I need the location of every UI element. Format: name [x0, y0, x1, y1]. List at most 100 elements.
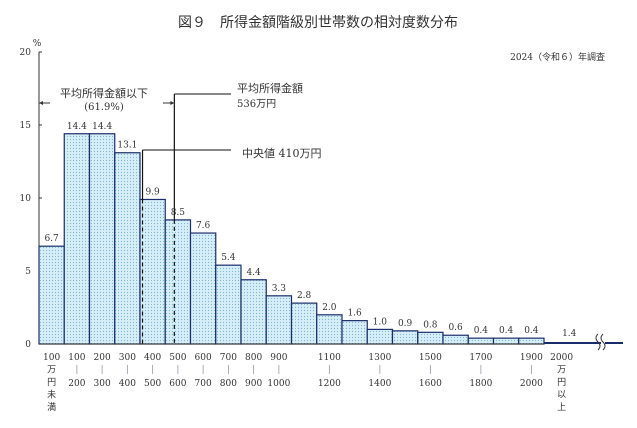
x-tick-label: 500	[169, 353, 186, 363]
x-tick-label: 1200	[318, 379, 341, 389]
x-tick-label: 1000	[267, 379, 290, 389]
x-tick-label: 万	[557, 366, 566, 376]
value-label: 0.4	[474, 326, 489, 336]
bar	[341, 320, 368, 345]
bar	[366, 328, 394, 345]
mean-label: 平均所得金額	[237, 81, 303, 95]
bar	[38, 245, 65, 345]
x-tick-label: 200	[68, 379, 85, 389]
value-label: 9.9	[145, 187, 160, 197]
arrow-left-icon	[39, 101, 43, 105]
value-label: 1.0	[373, 317, 388, 327]
bar-2000-plus-right	[605, 342, 623, 344]
chart-title: 図９ 所得金額階級別世帯数の相対度数分布	[178, 14, 458, 31]
bar	[139, 198, 166, 345]
x-tick-label: 2000	[520, 379, 543, 389]
y-tick-label: 15	[20, 121, 32, 131]
value-label: 0.6	[448, 323, 463, 333]
value-label: 1.4	[562, 329, 577, 339]
y-tick-label: 0	[25, 340, 31, 350]
x-tick-label: 600	[169, 379, 186, 389]
value-label: 0.4	[499, 326, 514, 336]
value-label: 7.6	[196, 221, 211, 231]
bar	[417, 331, 444, 345]
value-label: 14.4	[67, 122, 87, 132]
bar	[265, 295, 293, 345]
x-tick-label: 100	[43, 353, 60, 363]
below-mean-label: 平均所得金額以下	[60, 86, 148, 100]
bar	[391, 330, 419, 345]
x-tick-label: 300	[94, 379, 111, 389]
value-label: 8.5	[171, 208, 186, 218]
bar	[63, 133, 91, 345]
bar	[240, 279, 267, 345]
bar	[518, 337, 545, 345]
x-tick-label: 1800	[469, 379, 492, 389]
bar	[467, 337, 495, 345]
bar	[189, 232, 217, 345]
value-label: 14.4	[92, 122, 112, 132]
value-label: 0.8	[423, 320, 438, 330]
bar-2000-plus-left	[544, 342, 601, 344]
y-tick-label: 20	[20, 48, 32, 58]
bar	[114, 152, 141, 345]
x-tick-label: 円	[47, 377, 56, 388]
x-tick-label: 100	[68, 353, 85, 363]
x-tick-label: 800	[245, 353, 262, 363]
y-tick-label: 10	[20, 194, 32, 204]
value-label: 2.0	[322, 303, 337, 313]
below-mean-share: (61.9%)	[84, 102, 124, 113]
x-tick-label: 以	[557, 391, 566, 401]
x-tick-label: 1700	[469, 353, 492, 363]
bar	[316, 314, 343, 345]
bar	[88, 133, 116, 345]
x-tick-label: 1100	[318, 353, 341, 363]
y-axis-label: %	[33, 39, 42, 49]
x-tick-label: 1600	[419, 379, 442, 389]
x-tick-label: 1500	[419, 353, 442, 363]
x-tick-label: 500	[144, 379, 161, 389]
bar	[164, 219, 192, 345]
bar	[215, 264, 242, 345]
x-tick-label: 未	[47, 389, 56, 401]
value-label: 0.4	[524, 326, 539, 336]
x-tick-label: 800	[220, 379, 237, 389]
x-tick-label: 円	[557, 377, 566, 388]
x-tick-label: 1900	[520, 353, 543, 363]
survey-note: 2024（令和６）年調査	[510, 51, 605, 63]
mean-value: 536万円	[237, 99, 276, 110]
x-tick-label: 600	[195, 353, 212, 363]
x-tick-label: 200	[94, 353, 111, 363]
axis-break-icon	[595, 333, 606, 351]
x-tick-label: 満	[47, 402, 56, 413]
value-label: 2.8	[297, 291, 312, 301]
bars	[38, 133, 623, 351]
x-tick-label: 900	[270, 353, 287, 363]
y-tick-label: 5	[25, 267, 31, 277]
arrow-right-icon	[170, 101, 175, 105]
value-label: 1.6	[347, 309, 362, 319]
value-label: 6.7	[44, 234, 59, 244]
value-label: 0.9	[398, 319, 413, 329]
x-tick-label: 700	[220, 353, 237, 363]
x-tick-label: 上	[557, 402, 566, 413]
x-tick-label: 1300	[368, 353, 391, 363]
x-tick-label: 400	[144, 353, 161, 363]
x-tick-label: 万	[47, 366, 56, 376]
annotations: 平均所得金額以下 (61.9%) 平均所得金額 536万円 中央値 410万円	[39, 81, 322, 344]
value-label: 3.3	[272, 284, 287, 294]
x-tick-label: 2000	[550, 353, 573, 363]
bar	[290, 302, 318, 345]
value-label: 13.1	[117, 141, 137, 151]
value-label: 5.4	[221, 253, 236, 263]
x-tick-label: 1400	[368, 379, 391, 389]
median-label: 中央値 410万円	[242, 147, 322, 160]
bar	[492, 337, 520, 345]
x-tick-label: 400	[119, 379, 136, 389]
x-tick-label: 900	[245, 379, 262, 389]
bar	[442, 334, 469, 345]
x-tick-label: 700	[195, 379, 212, 389]
value-label: 4.4	[246, 268, 261, 278]
